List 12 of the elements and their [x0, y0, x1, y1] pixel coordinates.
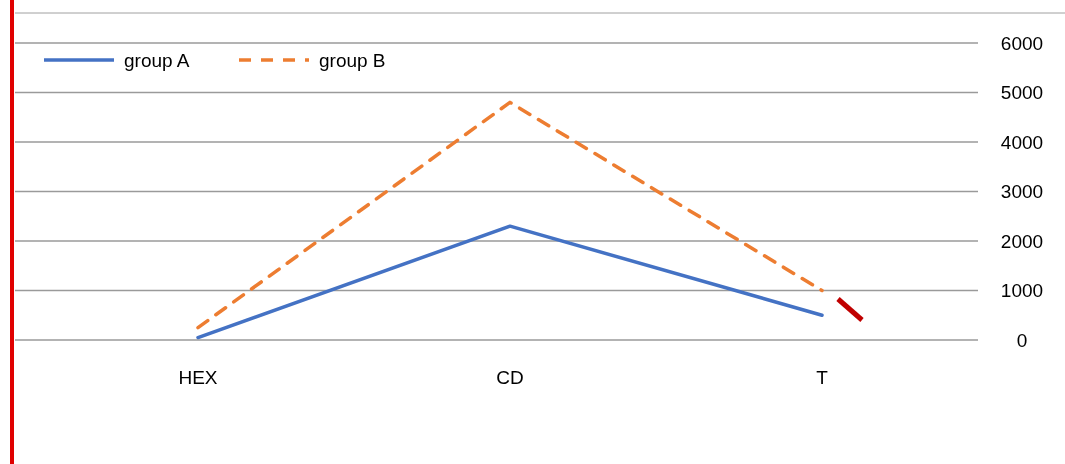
y-tick-label: 2000: [1000, 230, 1044, 252]
y-tick-label: 4000: [1000, 131, 1044, 153]
x-tick-label: T: [816, 367, 829, 388]
y-tick-label: 1000: [1000, 280, 1044, 302]
y-tick-label: 6000: [1000, 32, 1044, 54]
x-tick-label: HEX: [178, 367, 218, 388]
legend-label: group B: [319, 49, 386, 71]
y-tick-label: 0: [1016, 329, 1028, 351]
legend-label: group A: [124, 49, 190, 71]
y-tick-label: 5000: [1000, 82, 1044, 104]
y-tick-label: 3000: [1000, 181, 1044, 203]
x-tick-label: CD: [496, 367, 524, 388]
